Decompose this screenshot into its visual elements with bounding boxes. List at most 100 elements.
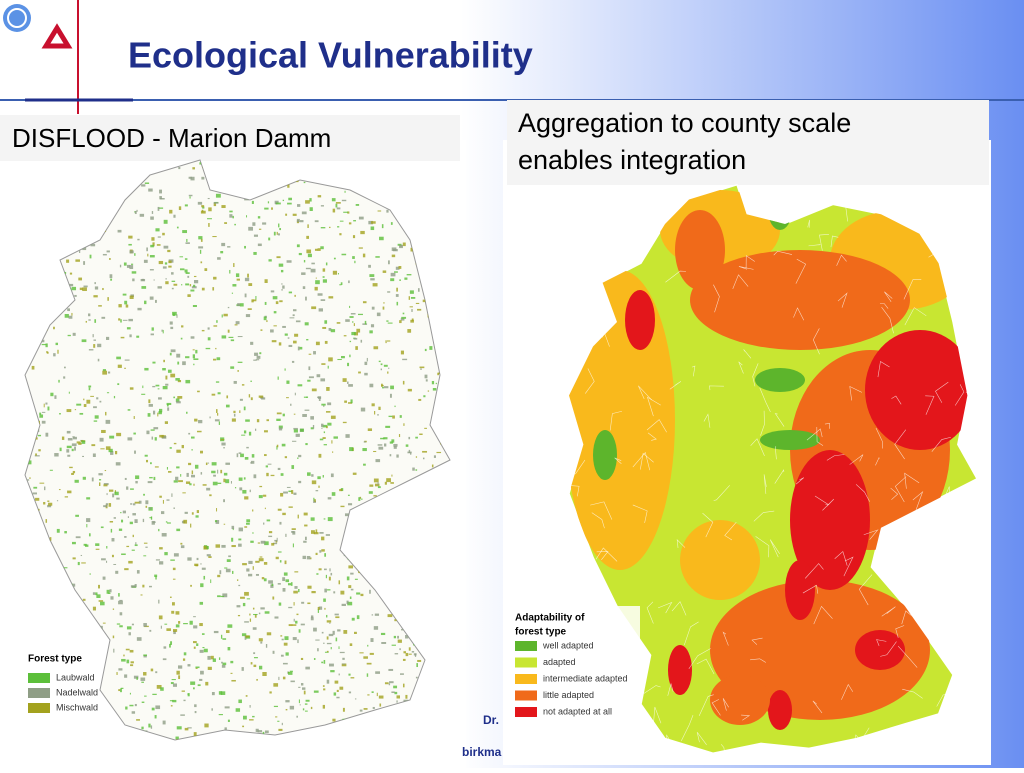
forest-patch xyxy=(157,388,160,390)
forest-patch xyxy=(136,209,138,212)
forest-patch xyxy=(180,337,183,340)
forest-patch xyxy=(176,670,180,675)
forest-patch xyxy=(393,685,398,689)
county-border xyxy=(904,307,927,326)
forest-patch xyxy=(227,246,231,248)
forest-patch xyxy=(149,269,154,271)
forest-patch xyxy=(64,531,67,534)
forest-patch xyxy=(230,481,232,484)
forest-patch xyxy=(318,606,323,610)
forest-patch xyxy=(222,593,228,598)
forest-patch xyxy=(347,381,349,384)
forest-patch xyxy=(110,278,113,281)
county-region xyxy=(710,580,930,720)
forest-patch xyxy=(280,492,284,497)
forest-patch xyxy=(285,652,289,656)
county-border xyxy=(595,547,618,562)
forest-patch xyxy=(132,534,134,538)
county-border xyxy=(807,219,810,228)
forest-patch xyxy=(323,518,326,520)
forest-patch xyxy=(189,196,191,199)
forest-patch xyxy=(89,254,92,259)
forest-patch xyxy=(358,497,361,501)
forest-patch xyxy=(350,313,356,315)
forest-patch xyxy=(330,473,334,478)
forest-patch xyxy=(131,549,135,551)
forest-patch xyxy=(68,283,74,287)
forest-patch xyxy=(81,339,87,343)
forest-patch xyxy=(248,283,253,287)
forest-patch xyxy=(422,457,425,460)
forest-patch xyxy=(310,615,314,619)
forest-patch xyxy=(116,623,121,625)
forest-patch xyxy=(102,576,106,580)
forest-patch xyxy=(257,542,261,544)
forest-patch xyxy=(350,572,354,575)
forest-patch xyxy=(403,699,409,702)
forest-patch xyxy=(126,545,130,548)
forest-patch xyxy=(67,490,72,494)
forest-patch xyxy=(173,480,178,483)
forest-patch xyxy=(81,440,86,444)
forest-patch xyxy=(176,726,182,730)
forest-patch xyxy=(196,430,202,433)
forest-patch xyxy=(120,336,125,339)
forest-patch xyxy=(109,274,113,279)
forest-patch xyxy=(178,675,181,679)
forest-patch xyxy=(41,411,46,413)
county-border xyxy=(775,446,777,460)
forest-patch xyxy=(377,486,381,489)
forest-patch xyxy=(196,557,199,561)
forest-patch xyxy=(265,465,269,468)
county-border xyxy=(855,484,870,502)
forest-patch xyxy=(99,400,102,403)
forest-patch xyxy=(215,347,217,350)
forest-patch xyxy=(140,677,146,681)
forest-patch xyxy=(266,519,271,522)
forest-patch xyxy=(246,519,251,523)
forest-patch xyxy=(244,456,249,460)
forest-patch xyxy=(320,246,324,250)
forest-patch xyxy=(169,352,172,356)
forest-patch xyxy=(202,484,207,486)
forest-patch xyxy=(182,230,188,234)
forest-patch xyxy=(287,184,290,188)
forest-patch xyxy=(63,366,66,369)
forest-patch xyxy=(259,556,263,558)
forest-patch xyxy=(33,486,38,489)
forest-patch xyxy=(187,557,192,561)
forest-patch xyxy=(431,381,435,385)
forest-patch xyxy=(191,470,194,475)
forest-patch xyxy=(275,716,278,718)
forest-patch xyxy=(120,319,122,323)
forest-patch xyxy=(261,577,265,580)
forest-patch xyxy=(279,521,282,525)
forest-patch xyxy=(253,234,259,237)
forest-patch xyxy=(235,708,241,712)
forest-patch xyxy=(417,659,422,662)
forest-patch xyxy=(59,447,62,452)
forest-patch xyxy=(205,347,211,350)
forest-patch xyxy=(141,701,145,703)
forest-patch xyxy=(43,403,45,408)
forest-patch xyxy=(306,396,309,398)
forest-patch xyxy=(134,210,137,215)
forest-patch xyxy=(302,414,307,417)
forest-patch xyxy=(435,382,437,385)
forest-patch xyxy=(268,580,273,584)
forest-patch xyxy=(285,533,287,537)
forest-patch xyxy=(129,692,131,695)
forest-patch xyxy=(221,664,226,668)
county-border xyxy=(812,700,823,714)
forest-patch xyxy=(323,404,325,408)
forest-patch xyxy=(218,657,221,660)
forest-patch xyxy=(355,204,360,206)
forest-patch xyxy=(256,419,260,423)
forest-patch xyxy=(106,589,110,594)
forest-patch xyxy=(314,286,318,291)
forest-patch xyxy=(332,451,334,453)
county-border xyxy=(925,395,935,415)
forest-patch xyxy=(315,639,320,641)
forest-patch xyxy=(258,612,261,615)
forest-patch xyxy=(81,562,86,564)
